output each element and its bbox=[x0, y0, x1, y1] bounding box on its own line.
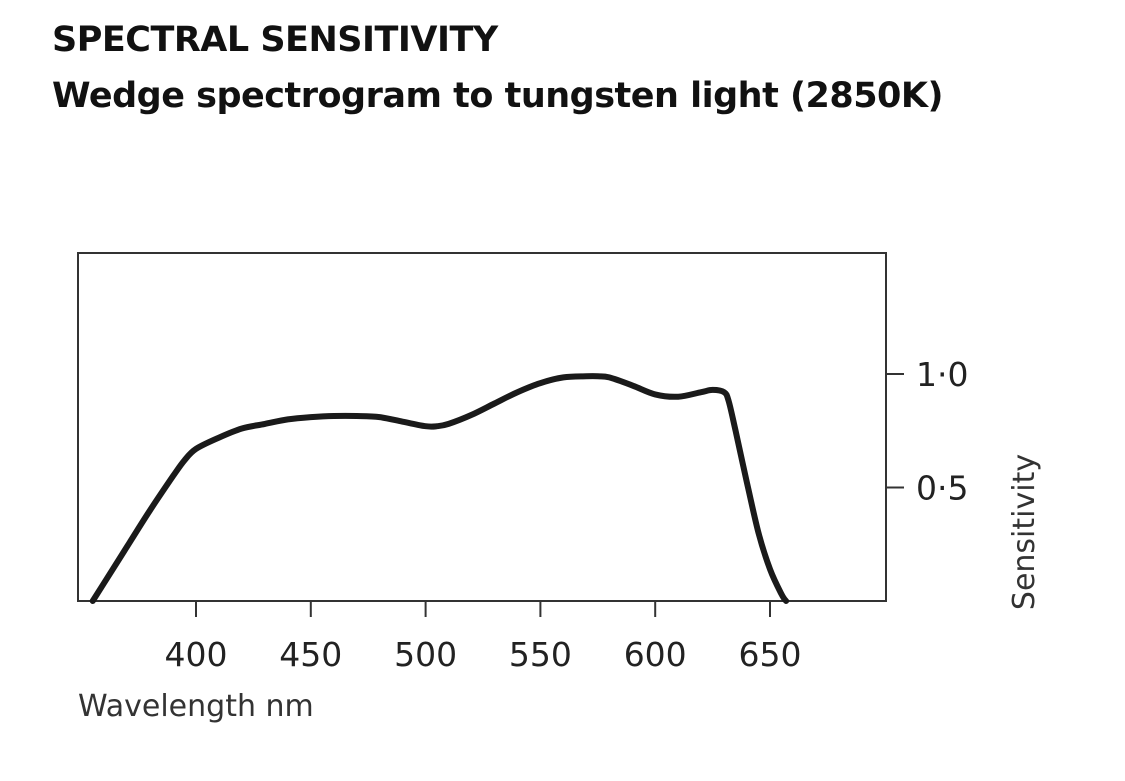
x-tick-label: 450 bbox=[279, 635, 342, 674]
chart-title: SPECTRAL SENSITIVITY bbox=[52, 20, 498, 60]
y-tick-label: 1·0 bbox=[916, 355, 968, 394]
x-tick-label: 650 bbox=[739, 635, 802, 674]
x-tick-label: 550 bbox=[509, 635, 572, 674]
x-axis: 400 450 500 550 600 650 bbox=[165, 601, 802, 674]
y-axis-title: Sensitivity bbox=[1007, 454, 1042, 610]
chart-subtitle: Wedge spectrogram to tungsten light (285… bbox=[52, 76, 944, 116]
x-tick-label: 600 bbox=[624, 635, 687, 674]
y-tick-label: 0·5 bbox=[916, 469, 968, 508]
plot-frame bbox=[77, 252, 887, 602]
sensitivity-curve bbox=[89, 373, 790, 604]
x-tick-label: 400 bbox=[165, 635, 228, 674]
y-axis: 0·5 1·0 bbox=[886, 355, 968, 508]
x-axis-title: Wavelength nm bbox=[78, 689, 314, 724]
x-tick-label: 500 bbox=[394, 635, 457, 674]
